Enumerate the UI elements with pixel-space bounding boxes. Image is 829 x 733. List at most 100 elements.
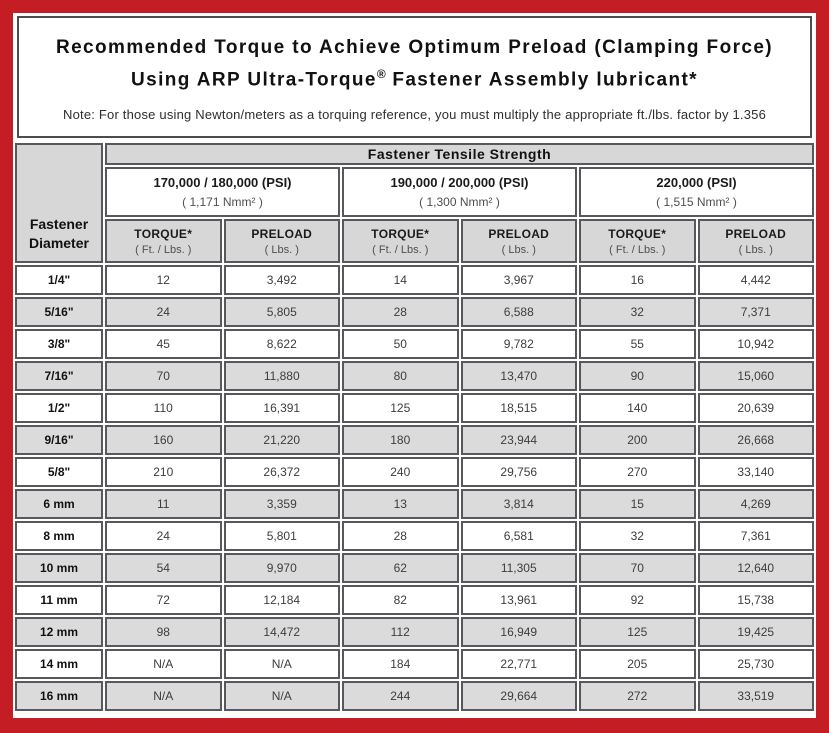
- fastener-diameter-cell: 12 mm: [15, 617, 103, 647]
- fastener-diameter-cell: 5/8": [15, 457, 103, 487]
- torque-value-cell: 184: [342, 649, 459, 679]
- preload-value-cell: 16,391: [223, 393, 340, 423]
- nmm-value: ( 1,300 Nmm² ): [419, 195, 500, 209]
- page-title-line2: Using ARP Ultra-Torque® Fastener Assembl…: [19, 61, 810, 93]
- fastener-diameter-cell: 1/2": [15, 393, 103, 423]
- torque-unit: ( Ft. / Lbs. ): [372, 243, 429, 256]
- preload-value-cell: 6,581: [460, 521, 577, 551]
- preload-value-cell: 5,805: [223, 297, 340, 327]
- preload-label: PRELOAD: [725, 226, 787, 241]
- torque-value-cell: 210: [105, 457, 222, 487]
- preload-value-cell: 20,639: [697, 393, 814, 423]
- table-row: 11 mm 72 12,184 82 13,961 92 15,738: [15, 585, 814, 615]
- nmm-value: ( 1,515 Nmm² ): [656, 195, 737, 209]
- fastener-diameter-cell: 9/16": [15, 425, 103, 455]
- preload-value-cell: 22,771: [460, 649, 577, 679]
- psi-group-row: 170,000 / 180,000 (PSI) ( 1,171 Nmm² ) 1…: [15, 167, 814, 217]
- torque-value-cell: 32: [579, 297, 696, 327]
- fastener-diameter-header-line1: Fastener: [29, 216, 89, 233]
- torque-value-cell: 24: [105, 297, 222, 327]
- torque-value-cell: 50: [342, 329, 459, 359]
- torque-header-cell: TORQUE* ( Ft. / Lbs. ): [579, 219, 696, 263]
- table-row: 14 mm N/A N/A 184 22,771 205 25,730: [15, 649, 814, 679]
- torque-value-cell: 12: [105, 265, 222, 295]
- torque-value-cell: 140: [579, 393, 696, 423]
- torque-value-cell: 112: [342, 617, 459, 647]
- preload-value-cell: 14,472: [223, 617, 340, 647]
- preload-value-cell: 9,970: [223, 553, 340, 583]
- fastener-diameter-header: Fastener Diameter: [15, 143, 103, 263]
- preload-unit: ( Lbs. ): [264, 243, 299, 256]
- preload-value-cell: 3,492: [223, 265, 340, 295]
- preload-value-cell: 5,801: [223, 521, 340, 551]
- preload-value-cell: 4,442: [697, 265, 814, 295]
- preload-value-cell: 3,359: [223, 489, 340, 519]
- torque-value-cell: 160: [105, 425, 222, 455]
- fastener-diameter-cell: 10 mm: [15, 553, 103, 583]
- torque-value-cell: N/A: [105, 649, 222, 679]
- torque-header-cell: TORQUE* ( Ft. / Lbs. ): [342, 219, 459, 263]
- torque-value-cell: 125: [579, 617, 696, 647]
- preload-value-cell: 25,730: [697, 649, 814, 679]
- torque-label: TORQUE*: [608, 226, 667, 241]
- preload-value-cell: 29,756: [460, 457, 577, 487]
- preload-header-cell: PRELOAD ( Lbs. ): [697, 219, 814, 263]
- preload-value-cell: 7,371: [697, 297, 814, 327]
- preload-value-cell: 9,782: [460, 329, 577, 359]
- fastener-diameter-header-line2: Diameter: [29, 235, 89, 252]
- preload-header-cell: PRELOAD ( Lbs. ): [223, 219, 340, 263]
- title-line2-suffix: Fastener Assembly lubricant*: [385, 69, 698, 91]
- torque-value-cell: 24: [105, 521, 222, 551]
- torque-value-cell: 45: [105, 329, 222, 359]
- fastener-diameter-cell: 1/4": [15, 265, 103, 295]
- torque-value-cell: 110: [105, 393, 222, 423]
- title-box: Recommended Torque to Achieve Optimum Pr…: [17, 16, 812, 138]
- torque-value-cell: 28: [342, 521, 459, 551]
- tensile-strength-header: Fastener Tensile Strength: [105, 143, 814, 165]
- torque-table: Fastener Diameter Fastener Tensile Stren…: [13, 141, 816, 713]
- preload-value-cell: N/A: [223, 649, 340, 679]
- torque-value-cell: 205: [579, 649, 696, 679]
- psi-value: 170,000 / 180,000 (PSI): [153, 175, 292, 190]
- fastener-diameter-cell: 3/8": [15, 329, 103, 359]
- table-row: 1/2" 110 16,391 125 18,515 140 20,639: [15, 393, 814, 423]
- fastener-diameter-cell: 6 mm: [15, 489, 103, 519]
- torque-value-cell: 82: [342, 585, 459, 615]
- psi-group-220: 220,000 (PSI) ( 1,515 Nmm² ): [579, 167, 814, 217]
- fastener-diameter-cell: 14 mm: [15, 649, 103, 679]
- tensile-header-row: Fastener Diameter Fastener Tensile Stren…: [15, 143, 814, 263]
- preload-value-cell: 3,814: [460, 489, 577, 519]
- newton-meters-note: Note: For those using Newton/meters as a…: [62, 107, 767, 123]
- preload-value-cell: 8,622: [223, 329, 340, 359]
- torque-value-cell: 15: [579, 489, 696, 519]
- torque-value-cell: 14: [342, 265, 459, 295]
- psi-group-170-180: 170,000 / 180,000 (PSI) ( 1,171 Nmm² ): [105, 167, 340, 217]
- fastener-diameter-cell: 7/16": [15, 361, 103, 391]
- preload-value-cell: 26,372: [223, 457, 340, 487]
- preload-label: PRELOAD: [251, 226, 313, 241]
- table-body: 1/4" 12 3,492 14 3,967 16 4,442 5/16" 24 5,805 28 6…: [15, 265, 814, 711]
- psi-group-190-200: 190,000 / 200,000 (PSI) ( 1,300 Nmm² ): [342, 167, 577, 217]
- torque-value-cell: 200: [579, 425, 696, 455]
- torque-value-cell: 244: [342, 681, 459, 711]
- torque-value-cell: 28: [342, 297, 459, 327]
- preload-value-cell: 26,668: [697, 425, 814, 455]
- fastener-diameter-cell: 16 mm: [15, 681, 103, 711]
- torque-value-cell: 32: [579, 521, 696, 551]
- preload-value-cell: 6,588: [460, 297, 577, 327]
- torque-value-cell: 11: [105, 489, 222, 519]
- torque-value-cell: 80: [342, 361, 459, 391]
- page-title-line1: Recommended Torque to Achieve Optimum Pr…: [55, 37, 774, 58]
- torque-value-cell: 54: [105, 553, 222, 583]
- nmm-value: ( 1,171 Nmm² ): [182, 195, 263, 209]
- preload-value-cell: 15,060: [697, 361, 814, 391]
- torque-value-cell: 180: [342, 425, 459, 455]
- preload-value-cell: 29,664: [460, 681, 577, 711]
- preload-value-cell: 12,184: [223, 585, 340, 615]
- fastener-diameter-cell: 8 mm: [15, 521, 103, 551]
- torque-value-cell: 70: [105, 361, 222, 391]
- preload-header-cell: PRELOAD ( Lbs. ): [460, 219, 577, 263]
- torque-value-cell: 92: [579, 585, 696, 615]
- torque-value-cell: 240: [342, 457, 459, 487]
